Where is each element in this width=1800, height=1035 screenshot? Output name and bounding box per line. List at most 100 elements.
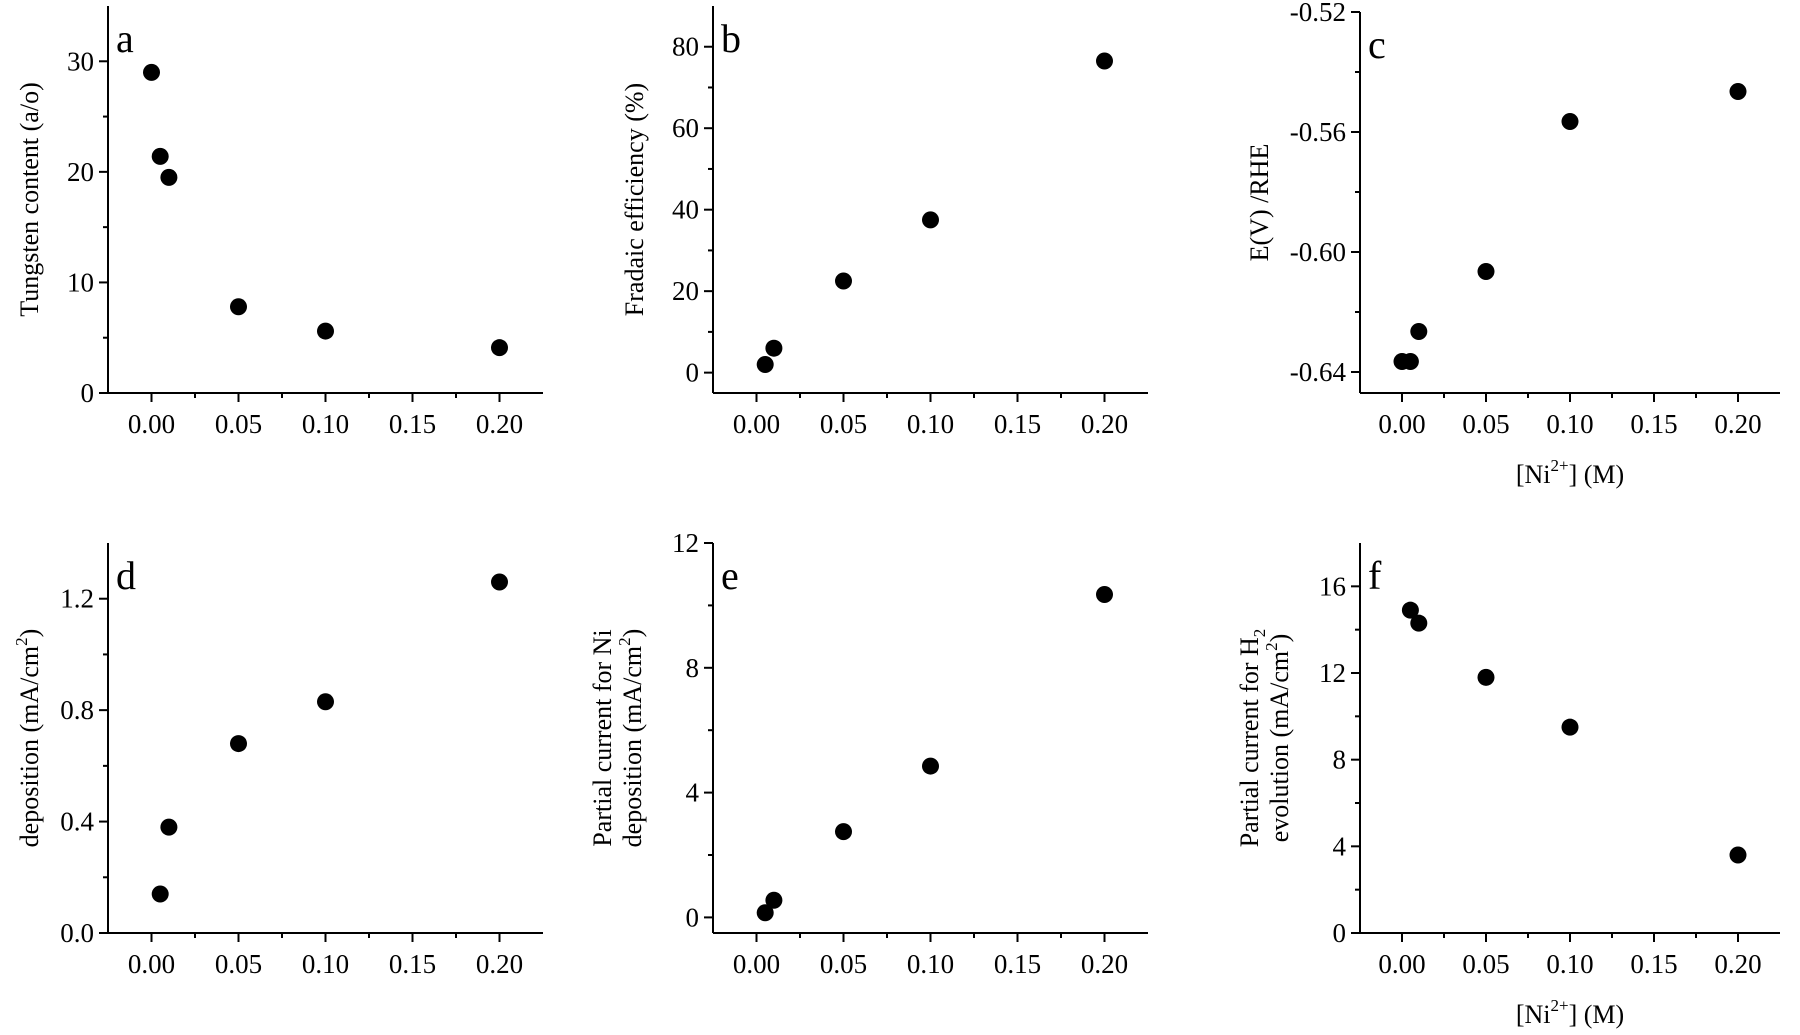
x-tick-label: 0.20 [476,949,523,979]
panel-letter: a [116,16,134,61]
x-tick-label: 0.15 [1630,949,1677,979]
y-axis-label-text: E(V) /RHE [1245,144,1274,262]
y-tick-label: 4 [1333,831,1347,861]
y-axis-label: E(V) /RHE [1245,144,1274,262]
data-point [143,63,160,81]
x-tick-label: 0.00 [733,949,780,979]
panel-letter: d [116,553,136,598]
data-point [1477,668,1495,686]
x-axis-label-superscript: 2+ [1550,996,1568,1015]
x-tick-label: 0.00 [733,409,780,439]
panel-c: 0.00 0.05 0.10 0.15 0.20 -0.64 -0.60 -0.56 -0.52… [1245,0,1780,489]
y-axis-label-superscript: 2 [615,637,634,646]
y-axis-label-line1-text: Partial current for H [1235,637,1264,847]
y-axis-label-text: Tungsten content (a/o) [15,82,44,316]
y-axis-label: Fradaic efficiency (%) [620,83,649,316]
y-tick-label: 8 [1333,745,1347,775]
x-tick-label: 0.10 [302,949,349,979]
panel-letter: e [721,553,739,598]
x-tick-label: 0.15 [994,409,1041,439]
panel-letter: f [1368,553,1382,598]
x-tick-label: 0.05 [820,949,867,979]
y-tick-label: 12 [1319,658,1346,688]
data-point [160,168,178,186]
data-point [160,818,178,836]
x-tick-label: 0.05 [820,409,867,439]
y-axis-label-line1: Partial current for Ni [588,629,617,846]
y-tick-label: 0.0 [60,918,94,948]
data-point [1410,614,1428,632]
y-axis-label-superscript: 2 [12,637,31,646]
y-tick-label: -0.64 [1290,357,1347,387]
x-axis-label-tail: ] (M) [1569,460,1625,489]
panel-letter: c [1368,22,1386,67]
y-axis-label: deposition (mA/cm2) [12,629,44,848]
x-tick-label: 0.20 [476,409,523,439]
x-axis-label: [Ni2+] (M) [1516,456,1624,489]
data-point [1729,83,1747,100]
x-tick-label: 0.15 [994,949,1041,979]
x-tick-label: 0.15 [389,949,436,979]
x-axis-label-text: [Ni [1516,460,1551,489]
x-tick-label: 0.05 [1462,949,1509,979]
panel-d: 0.00 0.05 0.10 0.15 0.20 0.0 0.4 0.8 1.2 d deposit… [12,543,543,979]
x-tick-label: 0.10 [907,949,954,979]
x-tick-label: 0.05 [215,409,262,439]
x-tick-label: 0.10 [1546,409,1593,439]
x-tick-label: 0.10 [907,409,954,439]
y-axis-label-text: deposition (mA/cm [15,646,44,847]
x-tick-label: 0.00 [128,409,175,439]
y-axis-label-line1: Partial current for H2 [1235,629,1269,848]
y-tick-label: 20 [672,276,699,306]
panel-e: 0.00 0.05 0.10 0.15 0.20 0 4 8 12 e Partial curren… [588,528,1148,979]
x-axis-label-text: [Ni [1516,1000,1551,1029]
y-axis-label-tail: ) [1265,634,1294,643]
data-point [1096,52,1113,70]
data-point [1561,718,1579,736]
data-point [1410,323,1428,340]
data-point [230,298,247,316]
data-point [1561,113,1579,130]
y-tick-label: 60 [672,113,699,143]
panel-a: 0.00 0.05 0.10 0.15 0.20 0 10 20 30 a Tungsten con… [15,6,543,439]
x-tick-label: 0.10 [302,409,349,439]
y-tick-label: 0 [81,378,95,408]
y-tick-label: 0.4 [60,807,94,837]
y-tick-label: 10 [67,267,94,297]
data-point [1729,846,1747,864]
y-tick-label: 40 [672,195,699,225]
y-tick-label: 0 [686,902,700,932]
x-tick-label: 0.15 [389,409,436,439]
panel-f: 0.00 0.05 0.10 0.15 0.20 0 4 8 12 16 f Partial curr… [1235,543,1780,1029]
data-point [765,339,783,357]
x-tick-label: 0.15 [1630,409,1677,439]
y-axis-label-tail: ) [15,629,44,638]
y-axis-label-line2-text: evolution (mA/cm [1265,651,1294,842]
x-tick-label: 0.20 [1714,409,1761,439]
data-point [922,211,939,229]
x-tick-label: 0.20 [1714,949,1761,979]
y-tick-label: 0.8 [60,695,94,725]
y-tick-label: -0.60 [1290,237,1346,267]
data-point [1477,263,1495,280]
y-axis-label-line1-text: Partial current for Ni [588,629,617,846]
y-tick-label: 20 [67,157,94,187]
x-tick-label: 0.20 [1081,409,1128,439]
y-tick-label: 0 [1333,918,1347,948]
x-axis-label: [Ni2+] (M) [1516,996,1624,1029]
panel-b: 0.00 0.05 0.10 0.15 0.20 0 20 40 60 80 b Fradaic ef… [620,6,1148,439]
x-axis-label-tail: ] (M) [1569,1000,1625,1029]
x-tick-label: 0.00 [1378,409,1425,439]
y-tick-label: -0.56 [1290,117,1346,147]
x-tick-label: 0.05 [215,949,262,979]
data-point [230,735,247,753]
y-axis-label-subscript: 2 [1250,629,1269,638]
data-point [1401,353,1419,370]
y-axis-label: Tungsten content (a/o) [15,82,44,316]
y-axis-label-line2: deposition (mA/cm2) [615,629,647,848]
y-tick-label: 0 [686,358,700,388]
y-axis-label-text: Fradaic efficiency (%) [620,83,649,316]
data-point [765,891,783,909]
data-point [317,322,334,340]
